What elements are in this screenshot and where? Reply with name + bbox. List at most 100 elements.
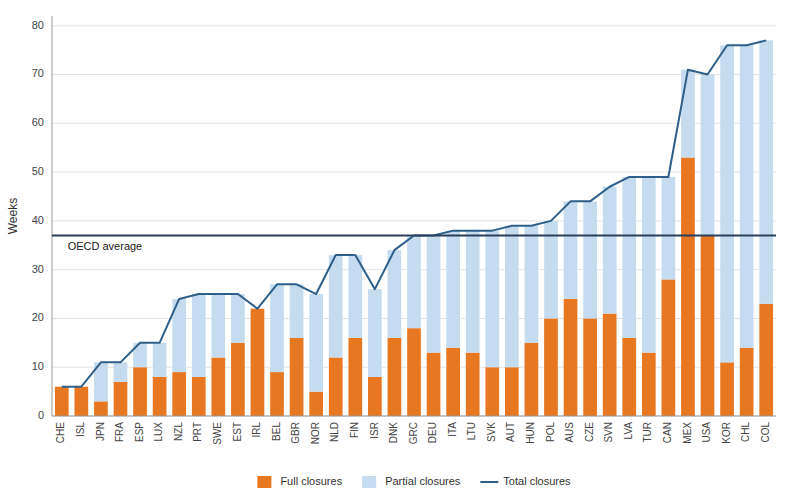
x-tick-label: TUR (642, 422, 653, 443)
bar (466, 353, 480, 416)
bar (231, 294, 245, 343)
x-tick-label: SWE (212, 422, 223, 445)
bar (427, 353, 441, 416)
bar (485, 367, 499, 416)
bar (55, 387, 69, 416)
x-tick-label: GBR (290, 422, 301, 444)
x-tick-label: COL (760, 422, 771, 443)
bar (133, 367, 147, 416)
bar-series (94, 40, 773, 401)
bar (466, 231, 480, 353)
grid-line (52, 74, 776, 75)
grid-line (52, 25, 776, 26)
x-tick-label: FRA (114, 422, 125, 442)
bar (583, 318, 597, 416)
reference-line (52, 235, 776, 237)
plot-data (52, 40, 776, 416)
bar (270, 284, 284, 372)
legend-item: Partial closures (362, 475, 461, 488)
bar (603, 187, 617, 314)
bar (153, 343, 167, 377)
bar (525, 343, 539, 416)
x-axis-line (52, 416, 776, 417)
bar (368, 377, 382, 416)
y-tick-label: 80 (32, 19, 44, 31)
bar (740, 348, 754, 416)
y-tick-label: 10 (32, 360, 44, 372)
x-tick-label: LTU (466, 422, 477, 440)
x-tick-label: ESP (134, 422, 145, 442)
x-tick-label: LUX (153, 422, 164, 442)
chart-container: 01020304050607080WeeksOECD averageCHEISL… (0, 0, 788, 496)
x-tick-label: GRC (408, 422, 419, 444)
bar (740, 45, 754, 347)
bar (662, 177, 676, 279)
x-tick-label: ITA (447, 422, 458, 437)
bar (681, 157, 695, 416)
x-tick-label: SVK (486, 422, 497, 442)
x-tick-label: ISR (369, 422, 380, 439)
x-tick-label: NZL (173, 422, 184, 441)
x-tick-label: CHL (740, 422, 751, 442)
bar (348, 338, 362, 416)
y-tick-label: 60 (32, 116, 44, 128)
reference-label: OECD average (68, 240, 143, 252)
y-tick-label: 50 (32, 165, 44, 177)
bar (505, 367, 519, 416)
x-tick-label: POL (545, 422, 556, 442)
bar (407, 236, 421, 329)
bar (348, 255, 362, 338)
x-tick-label: HUN (525, 422, 536, 444)
legend-label: Total closures (503, 475, 571, 487)
bar (525, 226, 539, 343)
bar (329, 357, 343, 416)
bar (329, 255, 343, 357)
bar (231, 343, 245, 416)
legend-item: Full closures (257, 475, 342, 488)
bar (701, 75, 715, 236)
x-tick-label: MEX (682, 422, 693, 444)
bar (114, 362, 128, 382)
x-tick-label: CAN (662, 422, 673, 443)
bar (446, 348, 460, 416)
y-axis-label: Weeks (6, 198, 20, 234)
bar (290, 284, 304, 338)
bar (251, 309, 265, 416)
y-axis-line (52, 16, 53, 416)
bar (309, 392, 323, 416)
x-tick-label: BEL (271, 422, 282, 441)
x-tick-label: CZE (584, 422, 595, 442)
bar (368, 289, 382, 377)
bar (701, 236, 715, 416)
bar (681, 70, 695, 158)
x-tick-label: DNK (388, 422, 399, 443)
bar (153, 377, 167, 416)
bar (172, 372, 186, 416)
bar (759, 40, 773, 303)
bar (544, 318, 558, 416)
bar (211, 357, 225, 416)
y-tick-label: 40 (32, 214, 44, 226)
bar (192, 377, 206, 416)
x-tick-label: AUT (505, 422, 516, 442)
x-tick-label: LVA (623, 422, 634, 440)
y-tick-label: 20 (32, 311, 44, 323)
bar (270, 372, 284, 416)
bar (622, 338, 636, 416)
x-tick-label: DEU (427, 422, 438, 443)
bar (603, 314, 617, 416)
bar (75, 387, 89, 416)
bar (407, 328, 421, 416)
legend-swatch (257, 476, 271, 488)
grid (52, 26, 776, 416)
bar (720, 45, 734, 362)
line (62, 40, 766, 386)
x-tick-label: USA (701, 422, 712, 443)
legend-item: Total closures (480, 475, 571, 487)
chart-svg: 01020304050607080WeeksOECD averageCHEISL… (0, 0, 788, 496)
x-tick-label: AUS (564, 422, 575, 443)
bar (564, 201, 578, 299)
bar (192, 294, 206, 377)
bar (622, 177, 636, 338)
x-tick-label: NOR (310, 422, 321, 444)
